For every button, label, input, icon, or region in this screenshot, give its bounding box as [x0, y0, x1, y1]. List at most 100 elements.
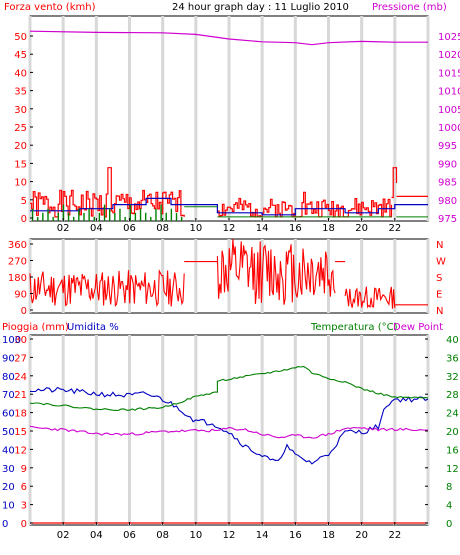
wind-axis-title: Forza vento (kmh) [4, 2, 96, 13]
y-tick-label: 0 [21, 214, 27, 225]
humidity-y-axis: 0 10 20 30 40 50 60 70 80 90 100 [2, 335, 21, 530]
y-tick-label: 995 [438, 141, 457, 152]
y-tick-label: 50 [14, 32, 27, 43]
y-tick-label: 975 [438, 214, 457, 225]
chart-title: 24 hour graph day : 11 Luglio 2010 [172, 2, 349, 13]
x-tick-label: 04 [90, 530, 103, 541]
y-tick-label: 80 [2, 372, 15, 383]
wind-y-axis: 0 5 10 15 20 25 30 35 40 45 50 [14, 32, 33, 225]
wind-pressure-series [29, 30, 428, 221]
compass-label: W [436, 257, 446, 268]
y-tick-label: 980 [438, 196, 457, 207]
x-tick-label: 22 [388, 530, 401, 541]
y-tick-label: 20 [14, 141, 27, 152]
wind-direction-line [344, 286, 396, 309]
y-tick-label: 20 [2, 482, 15, 493]
y-tick-label: 21 [14, 390, 27, 401]
x-tick-label: 18 [322, 530, 335, 541]
wind-speed-line [217, 191, 393, 218]
dewpoint-axis-title: Dew Point [393, 322, 443, 333]
wind-direction-line [29, 269, 185, 308]
y-tick-label: 40 [14, 68, 27, 79]
temperature-axis-title: Temperatura (°C) [310, 322, 398, 333]
y-tick-label: 100 [2, 335, 21, 346]
x-tick-label: 02 [57, 223, 70, 234]
x-tick-label: 06 [123, 223, 136, 234]
y-tick-label: 36 [446, 353, 459, 364]
y-tick-label: 15 [14, 427, 27, 438]
x-tick-label: 06 [123, 530, 136, 541]
compass-label: S [436, 273, 442, 284]
y-tick-label: 24 [14, 372, 27, 383]
y-tick-label: 30 [14, 335, 27, 346]
compass-label: N [436, 240, 443, 251]
x-tick-label: 10 [189, 530, 202, 541]
rain-axis-title: Pioggia (mm) [2, 322, 69, 333]
x-tick-label: 02 [57, 530, 70, 541]
y-tick-label: 8 [446, 482, 452, 493]
compass-label: E [436, 290, 442, 301]
y-tick-label: 30 [2, 464, 15, 475]
pressure-axis-title: Pressione (mb) [372, 2, 447, 13]
y-tick-label: 0 [2, 519, 8, 530]
y-tick-label: 0 [21, 306, 27, 317]
x-tick-label: 16 [289, 530, 302, 541]
y-tick-label: 360 [8, 240, 27, 251]
y-tick-label: 18 [14, 409, 27, 420]
y-tick-label: 20 [446, 427, 459, 438]
direction-y-axis: 0 90 180 270 360 [8, 240, 33, 317]
y-tick-label: 32 [446, 372, 459, 383]
y-tick-label: 10 [14, 178, 27, 189]
x-tick-label: 12 [223, 223, 236, 234]
y-tick-label: 9 [21, 464, 27, 475]
x-tick-label: 20 [355, 223, 368, 234]
temperature-line [29, 365, 429, 411]
x-tick-label: 16 [289, 223, 302, 234]
y-tick-label: 90 [14, 290, 27, 301]
y-tick-label: 70 [2, 390, 15, 401]
y-tick-label: 270 [8, 257, 27, 268]
y-tick-label: 12 [14, 445, 27, 456]
wind-speed-line [391, 167, 398, 199]
humidity-line [29, 386, 429, 465]
y-tick-label: 40 [446, 335, 459, 346]
x-tick-label: 22 [388, 223, 401, 234]
y-tick-label: 5 [21, 196, 27, 207]
y-tick-label: 1005 [438, 105, 460, 116]
y-tick-label: 985 [438, 178, 457, 189]
y-tick-label: 12 [446, 464, 459, 475]
y-tick-label: 60 [2, 409, 15, 420]
x-tick-label: 08 [156, 223, 169, 234]
y-tick-label: 30 [14, 105, 27, 116]
y-tick-label: 10 [2, 501, 15, 512]
y-tick-label: 3 [21, 501, 27, 512]
x-tick-label: 18 [322, 223, 335, 234]
y-tick-label: 24 [446, 409, 459, 420]
wind-direction-line [216, 239, 336, 305]
wind-gust-line [30, 197, 428, 216]
wind-speed-line [30, 167, 185, 218]
humidity-axis-title: Umidita % [67, 322, 119, 333]
y-tick-label: 28 [446, 390, 459, 401]
y-tick-label: 40 [2, 445, 15, 456]
rain-y-axis: 0 3 6 9 12 15 18 21 24 27 30 [14, 335, 33, 530]
hour-x-axis-1: 02 04 06 08 10 12 14 16 18 20 22 [57, 218, 401, 234]
y-tick-label: 16 [446, 445, 459, 456]
temperature-y-axis: 0 4 8 12 16 20 24 28 32 36 40 [425, 335, 459, 530]
wind-direction-series [29, 239, 428, 309]
x-tick-label: 08 [156, 530, 169, 541]
y-tick-label: 0 [21, 519, 27, 530]
compass-label: N [436, 306, 443, 317]
y-tick-label: 90 [2, 353, 15, 364]
y-tick-label: 6 [21, 482, 27, 493]
y-tick-label: 50 [2, 427, 15, 438]
y-tick-label: 1010 [438, 87, 460, 98]
x-tick-label: 04 [90, 223, 103, 234]
y-tick-label: 27 [14, 353, 27, 364]
